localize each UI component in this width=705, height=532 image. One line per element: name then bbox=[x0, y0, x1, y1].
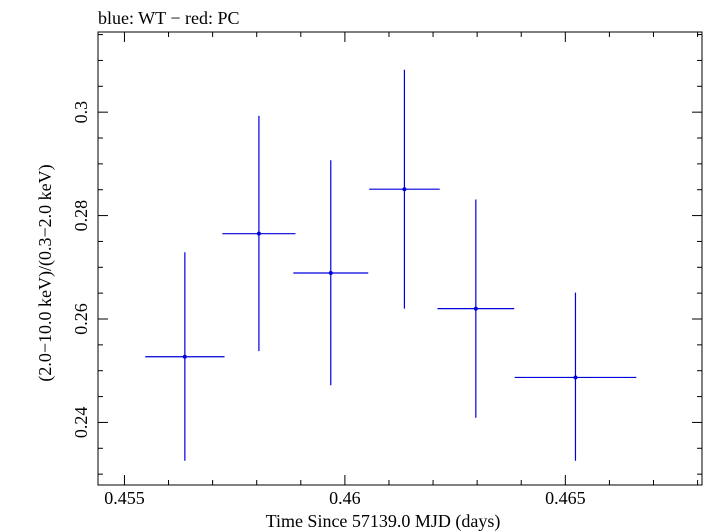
point-marker bbox=[573, 375, 578, 380]
y-tick-label: 0.28 bbox=[71, 200, 91, 232]
x-tick-label: 0.455 bbox=[104, 488, 145, 508]
y-tick-label: 0.26 bbox=[71, 303, 91, 335]
point-marker bbox=[182, 354, 187, 359]
point-marker bbox=[402, 187, 407, 192]
plot-frame bbox=[97, 31, 703, 486]
data-points bbox=[145, 69, 637, 461]
chart-title: blue: WT − red: PC bbox=[98, 8, 239, 28]
y-tick-label: 0.24 bbox=[71, 407, 91, 439]
x-tick-label: 0.465 bbox=[545, 488, 586, 508]
data-point-wt bbox=[369, 69, 440, 309]
data-point-wt bbox=[222, 115, 296, 352]
y-tick-label: 0.3 bbox=[71, 101, 91, 124]
data-point-wt bbox=[514, 292, 637, 461]
point-marker bbox=[473, 306, 478, 311]
y-tick-labels: 0.24 0.26 0.28 0.3 bbox=[71, 101, 91, 438]
axis-ticks bbox=[98, 32, 702, 485]
data-point-wt bbox=[145, 252, 225, 461]
data-point-wt bbox=[293, 160, 369, 386]
point-marker bbox=[256, 231, 261, 236]
y-axis-label: (2.0−10.0 keV)/(0.3−2.0 keV) bbox=[35, 164, 56, 381]
x-tick-labels: 0.455 0.46 0.465 bbox=[104, 488, 585, 508]
x-tick-label: 0.46 bbox=[329, 488, 361, 508]
data-point-wt bbox=[437, 199, 515, 418]
x-axis-label: Time Since 57139.0 MJD (days) bbox=[266, 511, 501, 532]
point-marker bbox=[328, 270, 333, 275]
